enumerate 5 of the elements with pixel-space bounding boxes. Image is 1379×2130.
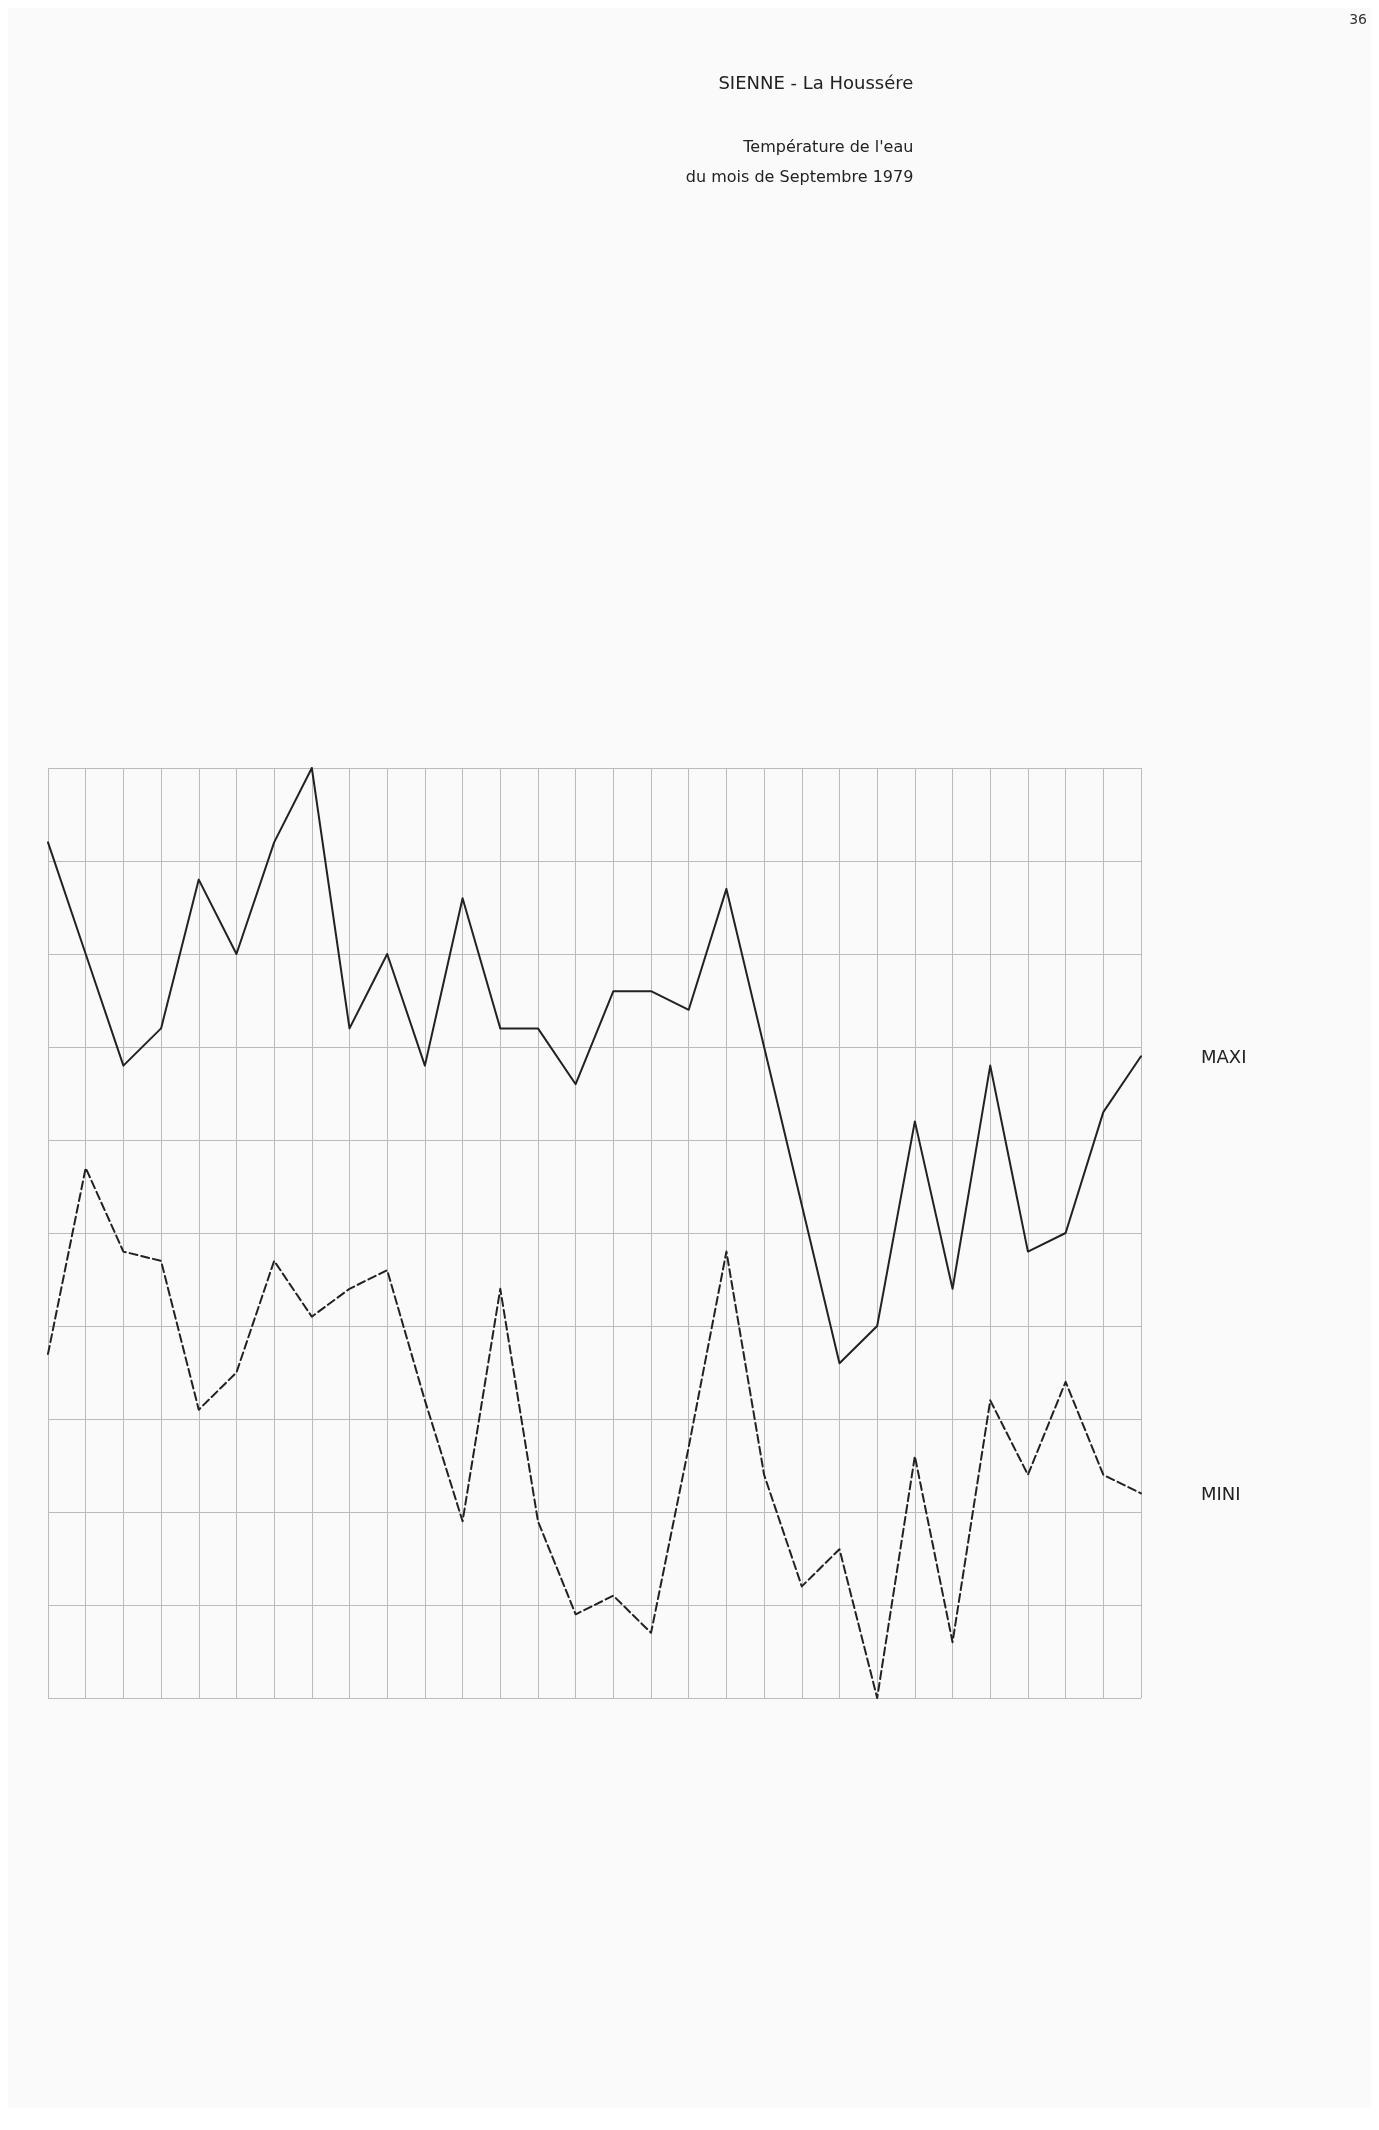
text: 36: [1349, 11, 1368, 27]
chart-subtitle: Température de l'eau du mois de Septembre 1979: [685, 136, 914, 186]
text: MAXI: [1201, 1045, 1247, 1067]
chart-title: SIENNE - La Houssére: [718, 71, 914, 93]
text: MINI: [1201, 1482, 1241, 1504]
